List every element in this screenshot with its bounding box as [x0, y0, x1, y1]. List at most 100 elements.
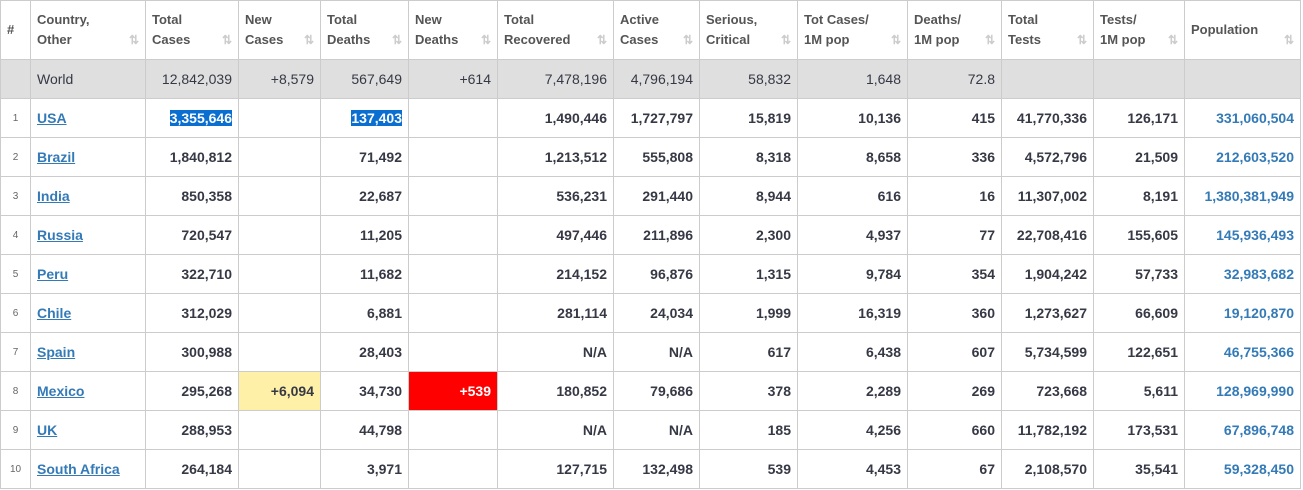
column-header[interactable]: Active Cases: [613, 0, 700, 60]
data-cell: 3,355,646: [145, 98, 239, 138]
data-cell: [1093, 59, 1185, 99]
cell-value: 185: [767, 422, 791, 438]
country-link[interactable]: Spain: [37, 344, 76, 360]
country-row: 3 India 850,358 22,687 536,231 291,440 8,944 61…: [0, 176, 1301, 216]
cell-value: 16: [979, 188, 995, 204]
column-header[interactable]: New Deaths: [408, 0, 498, 60]
column-header[interactable]: Total Deaths: [320, 0, 409, 60]
country-cell: Brazil: [30, 137, 146, 177]
cell-value: 126,171: [1127, 110, 1178, 126]
data-cell: [238, 137, 321, 177]
country-link[interactable]: Brazil: [37, 149, 76, 165]
country-link[interactable]: Peru: [37, 266, 69, 282]
data-cell: 46,755,366: [1184, 332, 1301, 372]
data-cell: 32,983,682: [1184, 254, 1301, 294]
data-cell: 312,029: [145, 293, 239, 333]
rank-cell: 9: [0, 410, 31, 450]
cell-value: 59,328,450: [1223, 461, 1294, 477]
cell-value: N/A: [582, 344, 607, 360]
data-cell: 331,060,504: [1184, 98, 1301, 138]
column-header[interactable]: Tot Cases/1M pop: [797, 0, 908, 60]
country-cell: World: [30, 59, 146, 99]
country-link[interactable]: USA: [37, 110, 67, 126]
country-link[interactable]: Russia: [37, 227, 83, 243]
cell-value: 264,184: [181, 461, 232, 477]
data-cell: 8,191: [1093, 176, 1185, 216]
cell-value: 536,231: [556, 188, 607, 204]
cell-value: 7,478,196: [544, 71, 607, 87]
country-cell: Russia: [30, 215, 146, 255]
column-header[interactable]: Tests/1M pop: [1093, 0, 1185, 60]
data-cell: 322,710: [145, 254, 239, 294]
cell-value: 12,842,039: [161, 71, 232, 87]
data-cell: 1,840,812: [145, 137, 239, 177]
country-cell: USA: [30, 98, 146, 138]
column-header[interactable]: Serious, Critical: [699, 0, 798, 60]
data-cell: 291,440: [613, 176, 700, 216]
cell-value: 155,605: [1127, 227, 1178, 243]
country-link[interactable]: Mexico: [37, 383, 85, 399]
data-cell: +6,094: [238, 371, 321, 411]
data-cell: 122,651: [1093, 332, 1185, 372]
column-header[interactable]: New Cases: [238, 0, 321, 60]
header-text: Deaths/: [914, 12, 961, 27]
data-cell: [408, 332, 498, 372]
data-cell: 132,498: [613, 449, 700, 489]
table-header: # Country, Other Total Cases New Cases Total Dea…: [0, 0, 1301, 60]
cell-value: 1,840,812: [169, 149, 232, 165]
data-cell: 6,438: [797, 332, 908, 372]
data-cell: 300,988: [145, 332, 239, 372]
column-header[interactable]: Total Recovered: [497, 0, 614, 60]
rank-cell: 10: [0, 449, 31, 489]
data-cell: 24,034: [613, 293, 700, 333]
country-link[interactable]: South Africa: [37, 461, 120, 477]
data-cell: 71,492: [320, 137, 409, 177]
data-cell: 5,611: [1093, 371, 1185, 411]
cell-value: 312,029: [181, 305, 232, 321]
data-cell: 128,969,990: [1184, 371, 1301, 411]
data-cell: 11,782,192: [1001, 410, 1094, 450]
data-cell: 10,136: [797, 98, 908, 138]
column-header[interactable]: Total Cases: [145, 0, 239, 60]
data-cell: [408, 137, 498, 177]
country-cell: UK: [30, 410, 146, 450]
data-cell: 8,944: [699, 176, 798, 216]
data-cell: 137,403: [320, 98, 409, 138]
column-header[interactable]: Population: [1184, 0, 1301, 60]
data-cell: [408, 215, 498, 255]
data-cell: 212,603,520: [1184, 137, 1301, 177]
data-cell: [408, 98, 498, 138]
cell-value: 67: [979, 461, 995, 477]
cell-value: 4,453: [865, 461, 901, 477]
country-cell: Mexico: [30, 371, 146, 411]
cell-value: 180,852: [556, 383, 607, 399]
header-text: Total: [152, 12, 183, 27]
data-cell: [408, 449, 498, 489]
cell-value: 1,904,242: [1024, 266, 1087, 282]
country-row: 1 USA 3,355,646 137,403 1,490,446 1,727,797 15…: [0, 98, 1301, 138]
data-cell: [238, 176, 321, 216]
data-cell: [238, 449, 321, 489]
rank-cell: 8: [0, 371, 31, 411]
cell-value: 21,509: [1135, 149, 1178, 165]
country-link[interactable]: UK: [37, 422, 58, 438]
cell-value: 41,770,336: [1016, 110, 1087, 126]
cell-value: 4,256: [865, 422, 901, 438]
cell-value: 22,687: [359, 188, 402, 204]
cell-value: 96,876: [650, 266, 693, 282]
column-header[interactable]: Deaths/1M pop: [907, 0, 1002, 60]
country-link[interactable]: India: [37, 188, 70, 204]
column-header[interactable]: Country, Other: [30, 0, 146, 60]
data-cell: +614: [408, 59, 498, 99]
cell-value: 497,446: [556, 227, 607, 243]
country-link[interactable]: Chile: [37, 305, 72, 321]
column-header[interactable]: Total Tests: [1001, 0, 1094, 60]
data-cell: 44,798: [320, 410, 409, 450]
cell-value: 1,999: [755, 305, 791, 321]
cell-value: 173,531: [1127, 422, 1178, 438]
cell-value: 1,648: [865, 71, 901, 87]
data-cell: 2,108,570: [1001, 449, 1094, 489]
data-cell: 497,446: [497, 215, 614, 255]
